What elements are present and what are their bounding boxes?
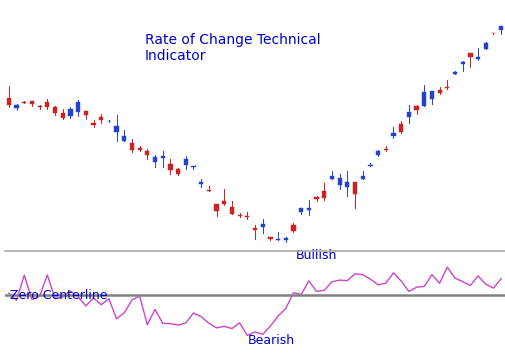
Bar [330,176,334,179]
Bar [476,57,480,59]
Bar [315,197,319,199]
Bar [445,87,449,88]
Bar [322,191,326,198]
Bar [168,163,173,170]
Bar [15,105,19,108]
Bar [499,26,503,30]
Bar [261,224,265,227]
Bar [84,111,88,115]
Bar [145,151,149,155]
Bar [37,105,42,107]
Bar [253,228,257,230]
Bar [268,237,273,239]
Bar [422,91,426,106]
Bar [68,109,73,116]
Bar [307,208,311,210]
Bar [184,159,188,165]
Bar [437,90,442,93]
Bar [130,143,134,150]
Bar [407,112,411,117]
Bar [91,123,95,125]
Bar [384,149,388,150]
Bar [399,125,403,132]
Bar [276,239,280,240]
Bar [391,132,395,136]
Bar [415,106,419,110]
Bar [337,178,342,185]
Text: Bullish: Bullish [296,250,337,262]
Bar [222,200,226,204]
Bar [153,157,157,162]
Bar [368,165,373,166]
Bar [115,126,119,132]
Bar [22,102,26,103]
Text: Zero Centerline: Zero Centerline [10,288,108,302]
Bar [361,176,365,179]
Bar [199,182,204,184]
Bar [53,108,57,113]
Bar [45,102,49,107]
Text: Bearish: Bearish [247,334,294,347]
Bar [430,91,434,99]
Bar [461,62,465,64]
Bar [191,166,195,167]
Bar [245,215,249,217]
Bar [237,215,242,216]
Bar [176,168,180,173]
Bar [291,225,295,231]
Bar [30,101,34,104]
Bar [299,208,304,213]
Bar [99,117,104,120]
Bar [161,156,165,158]
Bar [137,148,142,150]
Bar [215,204,219,211]
Bar [484,42,488,49]
Bar [376,151,380,156]
Text: Rate of Change Technical
Indicator: Rate of Change Technical Indicator [145,33,321,63]
Bar [353,182,357,194]
Bar [76,102,80,112]
Bar [107,120,111,121]
Bar [468,53,473,57]
Bar [61,113,65,118]
Bar [7,98,11,105]
Bar [345,182,349,187]
Bar [122,136,126,141]
Bar [230,207,234,214]
Bar [284,238,288,240]
Bar [453,72,457,74]
